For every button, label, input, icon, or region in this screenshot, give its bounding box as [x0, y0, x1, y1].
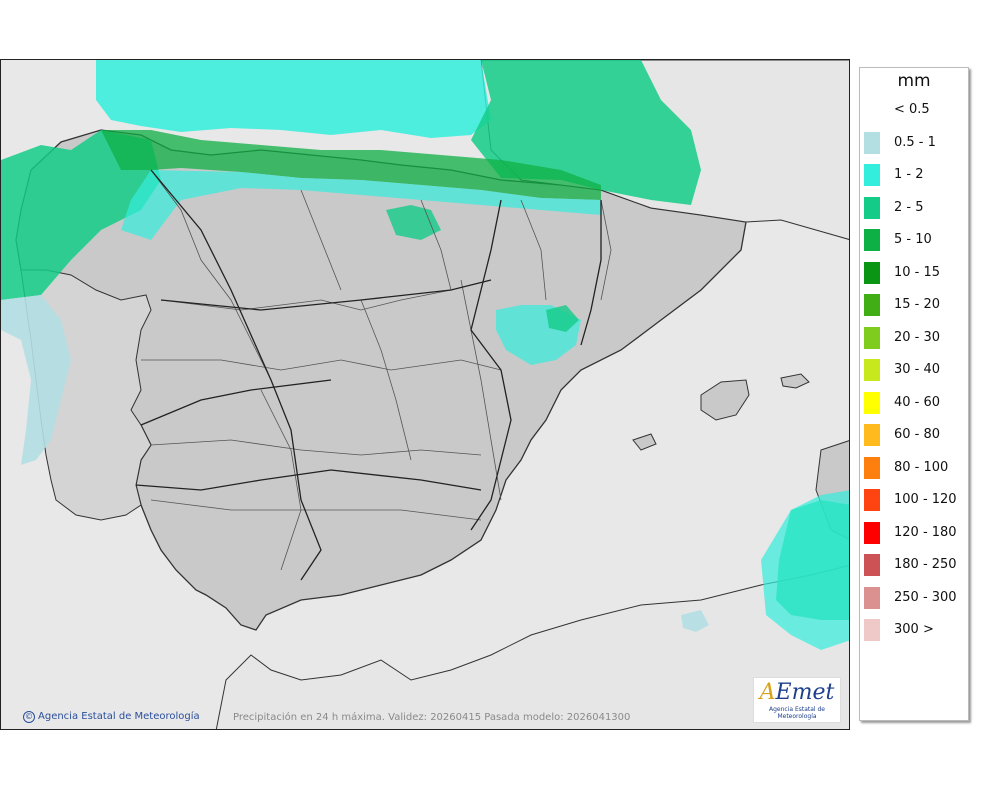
precip-2-5-teruel — [546, 305, 579, 332]
ibiza — [632, 433, 657, 451]
legend-label: 10 - 15 — [894, 264, 941, 280]
community-borders — [135, 169, 602, 581]
legend-label: 1 - 2 — [894, 167, 924, 182]
legend-swatch — [864, 521, 880, 544]
legend-item: 40 - 60 — [864, 391, 964, 414]
agency-credit: © Agencia Estatal de Meteorología — [23, 711, 200, 723]
precipitation-map: © Agencia Estatal de Meteorología Precipi… — [0, 59, 850, 730]
legend-label: 30 - 40 — [894, 362, 941, 377]
aemet-logo: AEmet Agencia Estatal de Meteorología — [753, 677, 841, 723]
legend-label: 120 - 180 — [894, 524, 957, 540]
legend-label: 5 - 10 — [894, 232, 932, 247]
precipitation-legend: mm < 0.5 0.5 - 1 1 - 2 2 - 5 5 - 10 10 - 15 15… — [859, 67, 969, 721]
legend-label: 2 - 5 — [894, 199, 924, 215]
legend-swatch — [864, 619, 880, 641]
precipitation-layer — [1, 60, 849, 650]
region-borders — [141, 169, 612, 571]
legend-label: 250 - 300 — [894, 589, 957, 605]
legend-swatch — [864, 131, 880, 154]
legend-item: 2 - 5 — [864, 196, 964, 219]
legend-swatch — [864, 261, 880, 284]
legend-item: 0.5 - 1 — [864, 131, 964, 154]
legend-label: 100 - 120 — [894, 492, 957, 507]
legend-swatch — [864, 229, 880, 251]
legend-item: 30 - 40 — [864, 359, 964, 381]
legend-label: 180 - 250 — [894, 557, 957, 572]
legend-unit: mm — [897, 71, 931, 91]
legend-label: 40 - 60 — [894, 394, 941, 410]
legend-item: 80 - 100 — [864, 456, 964, 479]
legend-item: 20 - 30 — [864, 326, 964, 349]
legend-swatch — [864, 391, 880, 414]
aemet-logo-wordmark: AEmet — [759, 680, 835, 705]
precip-1-2-east-sea — [761, 490, 849, 650]
precip-1-2-north-strip — [121, 170, 601, 240]
legend-swatch — [864, 196, 880, 219]
legend-item: 10 - 15 — [864, 261, 964, 284]
precip-05-1-atlantic-coast — [1, 295, 71, 465]
legend-swatch — [864, 359, 880, 381]
legend-swatch — [864, 586, 880, 609]
legend-label: < 0.5 — [894, 102, 930, 117]
legend-item: 15 - 20 — [864, 294, 964, 316]
legend-swatch — [864, 456, 880, 479]
legend-swatch — [864, 164, 880, 186]
legend-label: 60 - 80 — [894, 427, 941, 442]
legend-label: 0.5 - 1 — [894, 134, 936, 150]
legend-label: 300 > — [894, 622, 934, 637]
precip-05-1-africa-coast — [681, 610, 709, 632]
legend-item: 100 - 120 — [864, 489, 964, 511]
legend-label: 20 - 30 — [894, 329, 941, 345]
credit-text: Agencia Estatal de Meteorología — [38, 711, 200, 722]
aemet-logo-subtitle: Agencia Estatal de Meteorología — [768, 706, 825, 720]
map-caption: Precipitación en 24 h máxima. Validez: 2… — [233, 712, 631, 723]
legend-label: 15 - 20 — [894, 297, 941, 312]
legend-item: 1 - 2 — [864, 164, 964, 186]
legend-item: 60 - 80 — [864, 424, 964, 446]
legend-label: 80 - 100 — [894, 459, 949, 475]
legend-item: 180 - 250 — [864, 554, 964, 576]
legend-swatch — [864, 554, 880, 576]
legend-item: < 0.5 — [864, 99, 964, 121]
copyright-icon: © — [23, 711, 35, 723]
legend-swatch — [864, 424, 880, 446]
legend-swatch — [864, 489, 880, 511]
precip-5-10-cantabrian — [101, 130, 601, 200]
legend-item: 300 > — [864, 619, 964, 641]
mallorca — [700, 379, 750, 421]
legend-item: 250 - 300 — [864, 586, 964, 609]
legend-swatch — [864, 326, 880, 349]
map-canvas — [1, 60, 849, 729]
precip-2-5-galicia — [1, 130, 161, 300]
precip-2-5-navarra — [386, 205, 441, 240]
menorca — [780, 373, 810, 389]
precip-1-2-north-atlantic — [96, 60, 491, 138]
legend-item: 5 - 10 — [864, 229, 964, 251]
legend-item: 120 - 180 — [864, 521, 964, 544]
legend-swatch — [864, 99, 880, 121]
legend-swatch — [864, 294, 880, 316]
